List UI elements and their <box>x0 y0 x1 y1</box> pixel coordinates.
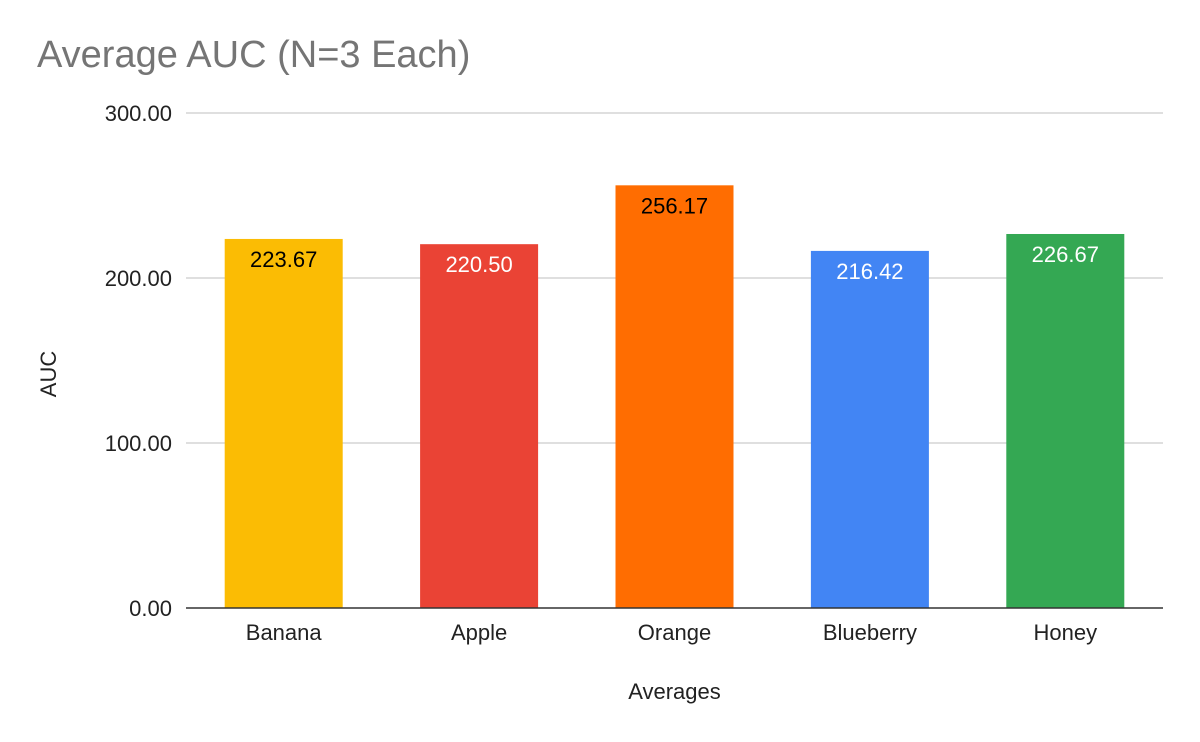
y-axis-title: AUC <box>36 351 61 398</box>
y-tick-labels: 0.00 100.00 200.00 300.00 <box>105 101 172 621</box>
x-tick-label: Honey <box>1034 620 1098 645</box>
bar-banana <box>224 238 343 608</box>
chart-title: Average AUC (N=3 Each) <box>37 34 471 76</box>
data-labels: 223.67 220.50 256.17 216.42 226.67 <box>250 193 1099 284</box>
y-tick-label: 0.00 <box>129 596 172 621</box>
x-tick-label: Apple <box>451 620 507 645</box>
x-axis-title: Averages <box>628 679 721 704</box>
data-label: 223.67 <box>250 247 317 272</box>
data-label: 256.17 <box>641 193 708 218</box>
x-tick-label: Orange <box>638 620 711 645</box>
data-label: 216.42 <box>836 259 903 284</box>
bar-honey <box>1006 233 1125 608</box>
data-label: 226.67 <box>1032 242 1099 267</box>
y-tick-label: 300.00 <box>105 101 172 126</box>
bars <box>224 185 1125 609</box>
bar-apple <box>420 244 539 609</box>
x-tick-labels: Banana Apple Orange Blueberry Honey <box>246 620 1097 645</box>
data-label: 220.50 <box>445 252 512 277</box>
bar-orange <box>615 185 734 608</box>
x-tick-label: Blueberry <box>823 620 917 645</box>
y-tick-label: 200.00 <box>105 266 172 291</box>
y-tick-label: 100.00 <box>105 431 172 456</box>
x-tick-label: Banana <box>246 620 323 645</box>
bar-blueberry <box>810 250 929 609</box>
